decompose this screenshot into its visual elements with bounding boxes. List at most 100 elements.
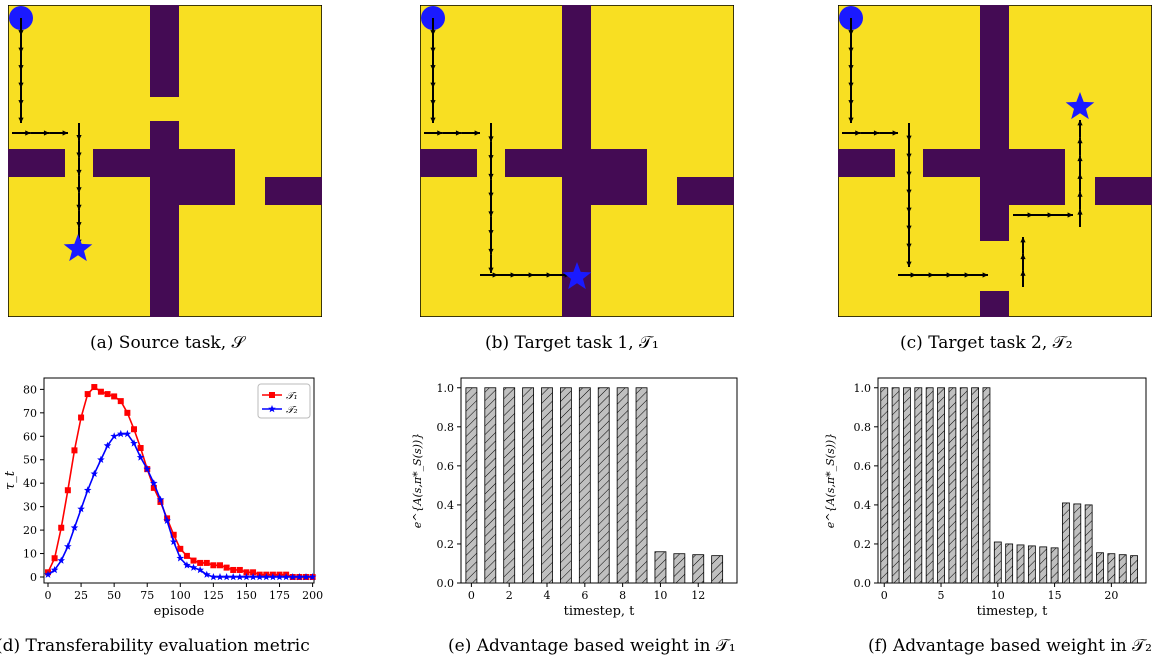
bar xyxy=(993,541,1002,584)
data-point xyxy=(216,562,223,569)
y-tick-label: 30 xyxy=(23,501,37,514)
arrow-head-icon xyxy=(430,100,436,106)
star-icon xyxy=(57,556,65,564)
bar xyxy=(1050,547,1059,584)
arrow-head-icon xyxy=(430,30,436,36)
arrow-head-icon xyxy=(928,272,934,278)
star-icon xyxy=(77,505,85,513)
x-tick-label: 200 xyxy=(302,589,323,602)
arrow-head-icon xyxy=(848,82,854,88)
x-tick-label: 175 xyxy=(269,589,290,602)
star-icon xyxy=(143,465,151,473)
x-tick-label: 25 xyxy=(74,589,88,602)
x-tick-label: 125 xyxy=(203,589,224,602)
star-icon xyxy=(216,573,224,581)
arrow-head-icon xyxy=(1077,173,1083,179)
x-tick-label: 150 xyxy=(236,589,257,602)
bar xyxy=(616,387,629,584)
y-tick-label: 20 xyxy=(23,524,37,537)
walls xyxy=(838,5,1152,317)
gridworld-target-task-1 xyxy=(420,5,734,317)
arrow-head-icon xyxy=(1077,209,1083,215)
data-point xyxy=(236,566,243,573)
transferability-line-chart: 0 25 50 75 100 125 150 175 200 0 10 20 30 40 50 60 70 80 e… xyxy=(3,377,323,619)
star-icon xyxy=(163,516,171,524)
data-point xyxy=(190,557,197,564)
star-icon xyxy=(63,234,93,262)
arrow-head-icon xyxy=(488,173,494,180)
arrow-head-icon xyxy=(873,130,880,136)
star-icon xyxy=(136,453,145,461)
data-point xyxy=(203,559,210,566)
x-tick-label: 10 xyxy=(991,589,1005,602)
arrow-head-icon xyxy=(910,272,916,278)
arrow-head-icon xyxy=(906,171,912,177)
bar xyxy=(1096,552,1104,584)
bar xyxy=(1130,555,1138,584)
x-tick-label: 0 xyxy=(45,589,52,602)
star-icon xyxy=(236,573,244,581)
arrow-head-icon xyxy=(546,272,552,278)
data-point xyxy=(124,409,131,416)
x-axis-label: timestep, t xyxy=(977,604,1049,619)
bar xyxy=(465,387,478,584)
bar xyxy=(597,387,610,584)
x-tick-label: 12 xyxy=(691,589,705,602)
wall xyxy=(838,149,895,177)
bar xyxy=(903,387,911,584)
star-icon xyxy=(275,573,284,581)
bar xyxy=(1016,544,1025,584)
arrow-head-icon xyxy=(1020,237,1026,243)
arrow-head-icon xyxy=(76,204,82,211)
arrow-head-icon xyxy=(488,267,494,273)
arrow-head-icon xyxy=(848,30,854,36)
wall xyxy=(1095,177,1152,205)
bar xyxy=(1084,504,1093,584)
bar xyxy=(1073,503,1082,584)
y-tick-label: 60 xyxy=(23,430,37,443)
y-tick-label: 0.4 xyxy=(854,499,872,512)
x-axis-label: episode xyxy=(154,604,205,619)
bar xyxy=(891,387,900,584)
bar xyxy=(711,555,724,584)
bar xyxy=(880,387,889,584)
y-tick-label: 0.6 xyxy=(854,460,872,473)
bar xyxy=(1027,545,1036,584)
arrow-head-icon xyxy=(848,100,854,106)
x-tick-label: 75 xyxy=(140,589,154,602)
bar xyxy=(1039,546,1048,584)
advantage-weight-bar-chart-t2: 0 5 10 15 20 0.0 0.2 0.4 0.6 0.8 1.0 timestep, t e^{… xyxy=(824,377,1147,619)
walls xyxy=(8,5,322,317)
y-tick-label: 1.0 xyxy=(437,382,455,395)
wall xyxy=(677,177,734,205)
data-point xyxy=(230,566,237,573)
star-icon xyxy=(269,573,277,581)
agent-path xyxy=(421,6,592,290)
wall xyxy=(8,149,65,177)
bar xyxy=(937,387,945,584)
star-icon xyxy=(183,561,191,569)
data-point xyxy=(130,426,137,433)
star-icon xyxy=(295,573,304,581)
x-axis-label: timestep, t xyxy=(564,604,636,619)
star-icon xyxy=(176,554,185,562)
y-axis-label: e^{A(s,π*_S(s))} xyxy=(824,433,837,528)
arrow-head-icon xyxy=(76,135,82,141)
caption-f: (f) Advantage based weight in 𝒯₂ xyxy=(868,636,1152,656)
x-tick-label: 20 xyxy=(1104,589,1118,602)
data-point xyxy=(243,569,250,576)
wall xyxy=(150,121,179,303)
star-icon xyxy=(117,429,125,438)
arrow-head-icon xyxy=(18,100,24,106)
x-tick-label: 100 xyxy=(170,589,191,602)
legend-marker xyxy=(269,392,275,398)
star-icon xyxy=(282,573,290,581)
arrow-head-icon xyxy=(1027,212,1033,218)
arrow-head-icon xyxy=(430,82,436,88)
bar xyxy=(948,387,957,584)
x-tick-label: 0 xyxy=(468,589,475,602)
star-icon xyxy=(156,495,165,503)
arrow-head-icon xyxy=(455,130,462,136)
data-point xyxy=(84,391,91,398)
bar xyxy=(560,387,572,584)
